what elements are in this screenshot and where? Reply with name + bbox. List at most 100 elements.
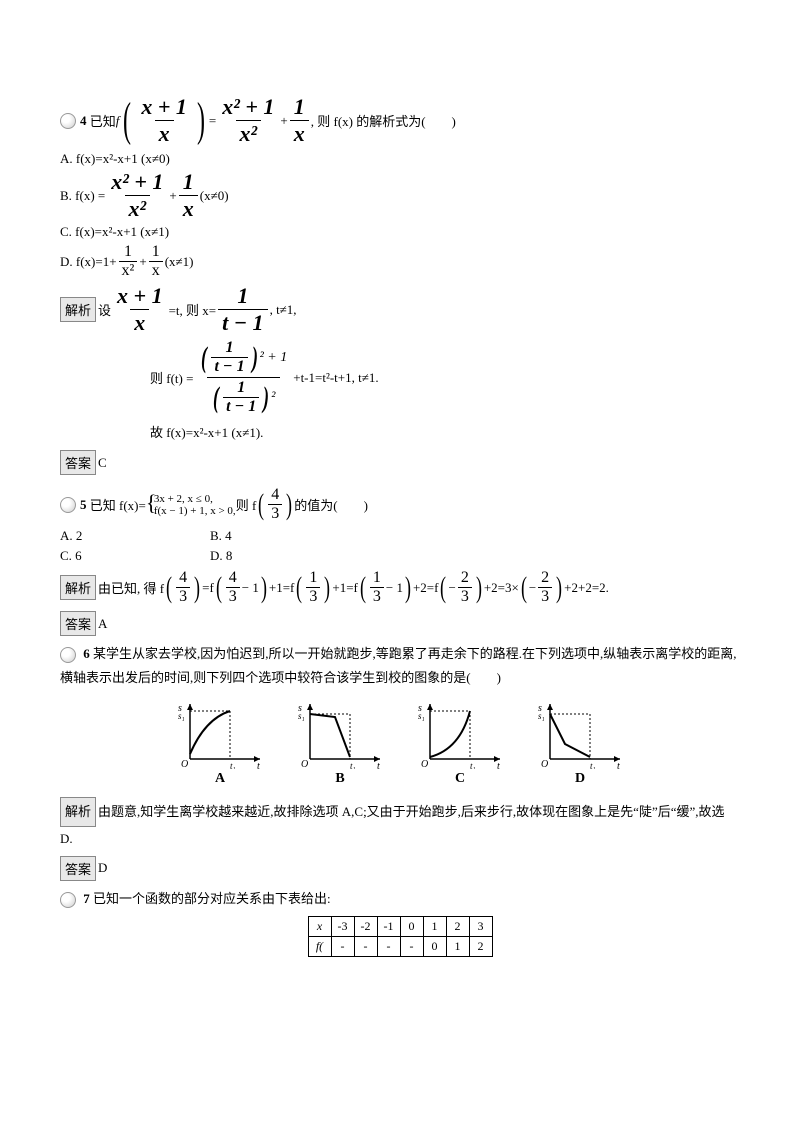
optB-frac2: 1 x: [179, 171, 198, 220]
q4-optA[interactable]: A. f(x)=x²-x+1 (x≠0): [60, 151, 740, 167]
q6-answer: D: [98, 860, 107, 876]
optD-plus: +: [139, 254, 146, 270]
q5-opts2: C. 6 D. 8: [60, 548, 740, 564]
sol-label: 解析: [60, 797, 96, 826]
svg-text:t₁: t₁: [470, 761, 476, 769]
svg-text:s₁: s₁: [418, 711, 425, 721]
q6-soltext: 由题意,知学生离学校越来越近,故排除选项 A,C;又由于开始跑步,后来步行,故体…: [60, 804, 725, 845]
sol2-tail: +t-1=t²-t+1, t≠1.: [293, 370, 378, 386]
svg-text:O: O: [541, 759, 548, 769]
q5-stem: 5 已知 f(x)= 3x + 2, x ≤ 0, f(x − 1) + 1, …: [60, 487, 740, 522]
graph-B-icon: s s₁ O t₁ t: [295, 699, 385, 769]
q5-answer: A: [98, 616, 107, 632]
chart-D-label: D: [535, 771, 625, 787]
graph-C-icon: s s₁ O t₁ t: [415, 699, 505, 769]
bullet-icon: [60, 113, 76, 129]
q5-sol: 解析 由已知, 得 f (43) =f (43 − 1) +1=f (13) +…: [60, 570, 740, 605]
bullet-icon: [60, 497, 76, 513]
q5-tail: 的值为( ): [294, 495, 368, 514]
q5-lead: 已知 f(x)=: [90, 495, 146, 514]
q4-lead: 已知: [90, 111, 116, 130]
q5-opts1: A. 2 B. 4: [60, 528, 740, 544]
ans-label: 答案: [60, 611, 96, 636]
sol-mid: =t, 则 x=: [169, 300, 217, 319]
q4-frac3: 1 x: [290, 96, 309, 145]
q6-stem: 6 某学生从家去学校,因为怕迟到,所以一开始就跑步,等跑累了再走余下的路程.在下…: [60, 642, 740, 689]
q6-answer-line: 答案 D: [60, 856, 740, 881]
q4-stem: 4 已知 f ( x + 1 x ) = x² + 1 x² + 1 x , 则…: [60, 96, 740, 145]
graph-A-icon: s s₁ O t₁ t: [175, 699, 265, 769]
optB-tail: (x≠0): [200, 188, 229, 204]
sol-frac2: 1 t − 1: [218, 285, 267, 334]
chart-A[interactable]: s s₁ O t₁ t A: [175, 699, 265, 787]
q4-optD[interactable]: D. f(x)=1+ 1 x² + 1 x (x≠1): [60, 244, 740, 279]
sol-lead: 设: [98, 300, 111, 319]
sol2-lead: 则 f(t) =: [150, 368, 193, 387]
q4-answer-line: 答案 C: [60, 450, 740, 475]
q7-stem: 7 已知一个函数的部分对应关系由下表给出:: [60, 887, 740, 910]
plus: +: [280, 113, 287, 129]
svg-text:O: O: [421, 759, 428, 769]
q5-num: 5: [80, 497, 87, 513]
chart-B[interactable]: s s₁ O t₁ t B: [295, 699, 385, 787]
table-row: x -3 -2 -1 0 1 2 3: [308, 917, 492, 937]
svg-text:O: O: [181, 759, 188, 769]
optD-tail: (x≠1): [165, 254, 194, 270]
bullet-icon: [60, 892, 76, 908]
q4-sol-line1: 解析 设 x + 1 x =t, 则 x= 1 t − 1 , t≠1,: [60, 285, 740, 334]
q4-optC[interactable]: C. f(x)=x²-x+1 (x≠1): [60, 224, 740, 240]
page: 4 已知 f ( x + 1 x ) = x² + 1 x² + 1 x , 则…: [0, 0, 800, 1003]
chart-A-label: A: [175, 771, 265, 787]
eq: =: [209, 113, 216, 129]
svg-text:t₁: t₁: [350, 761, 356, 769]
svg-text:s₁: s₁: [178, 711, 185, 721]
q4-frac2: x² + 1 x²: [218, 96, 278, 145]
q6-sol: 解析由题意,知学生离学校越来越近,故排除选项 A,C;又由于开始跑步,后来步行,…: [60, 797, 740, 850]
svg-text:O: O: [301, 759, 308, 769]
q4-f: f: [116, 113, 120, 129]
q4-optB[interactable]: B. f(x) = x² + 1 x² + 1 x (x≠0): [60, 171, 740, 220]
chart-C[interactable]: s s₁ O t₁ t C: [415, 699, 505, 787]
sol-label: 解析: [60, 297, 96, 322]
svg-text:s₁: s₁: [298, 711, 305, 721]
q6-num: 6: [83, 646, 90, 661]
q7-num: 7: [83, 891, 90, 906]
q5-optC[interactable]: C. 6: [60, 548, 210, 564]
svg-text:t: t: [497, 761, 500, 769]
piecewise: 3x + 2, x ≤ 0, f(x − 1) + 1, x > 0,: [146, 493, 236, 517]
q7-lead: 已知一个函数的部分对应关系由下表给出:: [93, 891, 331, 906]
q5-optB[interactable]: B. 4: [210, 528, 232, 544]
svg-text:t: t: [377, 761, 380, 769]
q4-sol-line3: 故 f(x)=x²-x+1 (x≠1).: [150, 421, 740, 444]
q5-arg: 4 3: [268, 487, 282, 522]
optB-frac1: x² + 1 x²: [107, 171, 167, 220]
q5-optD[interactable]: D. 8: [210, 548, 232, 564]
optD-lead: D. f(x)=1+: [60, 254, 117, 270]
q5-optA[interactable]: A. 2: [60, 528, 210, 544]
lparen: (: [123, 101, 131, 139]
sol-frac1: x + 1 x: [113, 285, 167, 334]
q6-charts: s s₁ O t₁ t A s s₁ O t₁ t: [60, 699, 740, 787]
ans-label: 答案: [60, 856, 96, 881]
ans-label: 答案: [60, 450, 96, 475]
sol2-bigfrac: ( 1t − 1 )² + 1 ( 1t − 1 )²: [195, 340, 291, 415]
q5-mid: 则 f: [236, 495, 257, 514]
svg-text:t₁: t₁: [230, 761, 236, 769]
row1-head: x: [308, 917, 331, 937]
graph-D-icon: s s₁ O t₁ t: [535, 699, 625, 769]
svg-text:t₁: t₁: [590, 761, 596, 769]
bullet-icon: [60, 647, 76, 663]
optD-frac1: 1 x²: [119, 244, 138, 279]
chart-D[interactable]: s s₁ O t₁ t D: [535, 699, 625, 787]
q4-frac1: x + 1 x: [137, 96, 191, 145]
optB-lead: B. f(x) =: [60, 188, 105, 204]
q4-answer: C: [98, 455, 107, 471]
table-row: f( - - - - 0 1 2: [308, 937, 492, 957]
svg-text:s₁: s₁: [538, 711, 545, 721]
row2-head: f(: [308, 937, 331, 957]
chart-C-label: C: [415, 771, 505, 787]
sol-tail: , t≠1,: [270, 302, 297, 318]
q5-answer-line: 答案 A: [60, 611, 740, 636]
q7-table: x -3 -2 -1 0 1 2 3 f( - - - - 0 1 2: [308, 916, 493, 957]
sol-label: 解析: [60, 575, 96, 600]
